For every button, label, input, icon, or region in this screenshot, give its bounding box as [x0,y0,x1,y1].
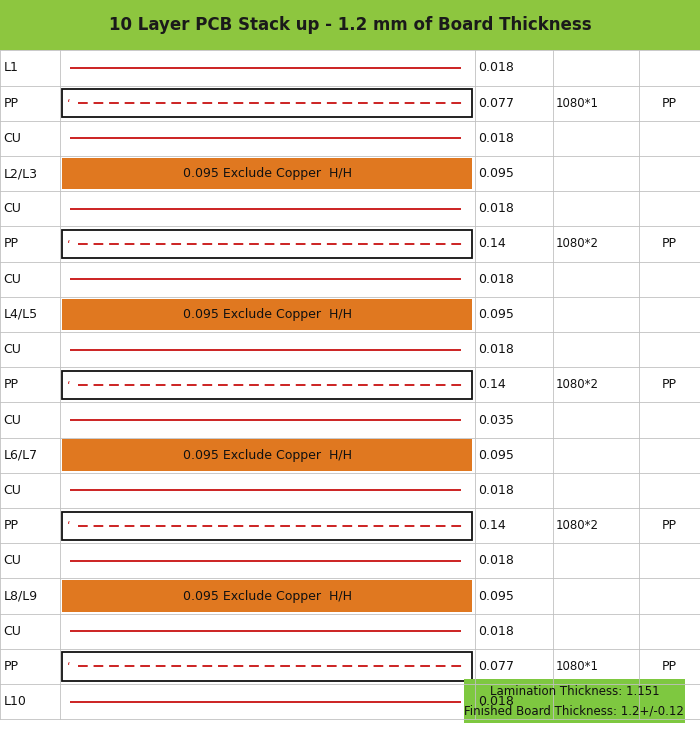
Text: 0.095 Exclude Copper  H/H: 0.095 Exclude Copper H/H [183,308,351,321]
Text: 1080*2: 1080*2 [556,378,598,391]
Text: PP: PP [662,660,677,673]
Text: ‘: ‘ [67,380,71,390]
Text: 0.018: 0.018 [478,695,514,708]
Text: 1080*1: 1080*1 [556,97,598,110]
Text: 0.018: 0.018 [478,554,514,568]
Text: 0.018: 0.018 [478,625,514,638]
Text: 0.14: 0.14 [478,519,506,532]
Text: 0.095 Exclude Copper  H/H: 0.095 Exclude Copper H/H [183,448,351,462]
Bar [0,0,700,50]
Text: PP: PP [662,519,677,532]
Text: PP: PP [4,378,18,391]
Text: PP: PP [662,97,677,110]
Text: PP: PP [4,238,18,250]
Text: PP: PP [4,519,18,532]
Text: 0.095 Exclude Copper  H/H: 0.095 Exclude Copper H/H [183,590,351,602]
Text: PP: PP [4,660,18,673]
Text: CU: CU [4,554,22,568]
Text: 0.018: 0.018 [478,132,514,145]
Text: L10: L10 [4,695,27,708]
Text: 0.077: 0.077 [478,97,514,110]
Text: ‘: ‘ [67,239,71,249]
Text: L1: L1 [4,61,18,75]
Text: 0.14: 0.14 [478,238,506,250]
Text: 0.035: 0.035 [478,414,514,426]
Bar [62,371,472,399]
Text: CU: CU [4,625,22,638]
Bar [62,440,472,471]
Text: CU: CU [4,202,22,215]
Text: PP: PP [662,378,677,391]
Text: 1080*2: 1080*2 [556,238,598,250]
Text: 0.095 Exclude Copper  H/H: 0.095 Exclude Copper H/H [183,167,351,180]
Bar [62,89,472,117]
Text: PP: PP [4,97,18,110]
Text: CU: CU [4,414,22,426]
Text: 0.018: 0.018 [478,484,514,497]
Bar [62,230,472,258]
Text: 0.095: 0.095 [478,167,514,180]
Text: CU: CU [4,132,22,145]
Bar [62,511,472,539]
Text: CU: CU [4,343,22,356]
Text: Lamination Thickness: 1.151: Lamination Thickness: 1.151 [489,684,659,698]
Text: PP: PP [662,238,677,250]
Bar [62,580,472,612]
Text: ‘: ‘ [67,98,71,108]
Text: 0.14: 0.14 [478,378,506,391]
Bar [464,679,685,723]
Text: 0.018: 0.018 [478,202,514,215]
Text: 0.018: 0.018 [478,61,514,75]
Bar [62,298,472,330]
Text: 1080*1: 1080*1 [556,660,598,673]
Text: 0.095: 0.095 [478,448,514,462]
Text: 10 Layer PCB Stack up - 1.2 mm of Board Thickness: 10 Layer PCB Stack up - 1.2 mm of Board … [108,16,592,34]
Text: CU: CU [4,272,22,286]
Text: 1080*2: 1080*2 [556,519,598,532]
Text: ‘: ‘ [67,521,71,531]
Bar [62,653,472,681]
Text: 0.018: 0.018 [478,343,514,356]
Text: L4/L5: L4/L5 [4,308,38,321]
Text: L2/L3: L2/L3 [4,167,38,180]
Text: 0.095: 0.095 [478,308,514,321]
Text: CU: CU [4,484,22,497]
Text: L8/L9: L8/L9 [4,590,38,602]
Text: Finished Board Thickness: 1.2+/-0.12: Finished Board Thickness: 1.2+/-0.12 [464,704,685,717]
Text: 0.077: 0.077 [478,660,514,673]
Text: ‘: ‘ [67,662,71,671]
Text: 0.095: 0.095 [478,590,514,602]
Text: L6/L7: L6/L7 [4,448,38,462]
Bar [62,158,472,189]
Text: 0.018: 0.018 [478,272,514,286]
